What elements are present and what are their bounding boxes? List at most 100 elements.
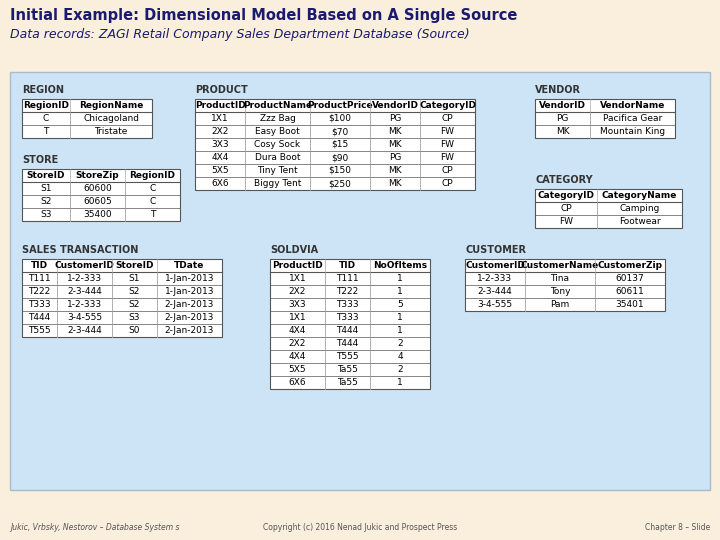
Text: T: T [43, 127, 49, 136]
Text: SALES TRANSACTION: SALES TRANSACTION [22, 245, 138, 255]
Text: 1-Jan-2013: 1-Jan-2013 [165, 287, 215, 296]
Text: 6X6: 6X6 [211, 179, 229, 188]
Text: S1: S1 [40, 184, 52, 193]
Text: $90: $90 [331, 153, 348, 162]
Bar [535, 99, 675, 138]
Text: MK: MK [388, 179, 402, 188]
Text: ProductName: ProductName [243, 101, 312, 110]
Text: RegionID: RegionID [23, 101, 69, 110]
Text: 1: 1 [397, 313, 403, 322]
Text: 2-Jan-2013: 2-Jan-2013 [165, 313, 214, 322]
Text: VendorName: VendorName [600, 101, 665, 110]
Text: $70: $70 [331, 127, 348, 136]
Text: Biggy Tent: Biggy Tent [254, 179, 301, 188]
Text: FW: FW [441, 153, 454, 162]
Text: Pacifica Gear: Pacifica Gear [603, 114, 662, 123]
Text: T222: T222 [28, 287, 50, 296]
Text: FW: FW [559, 217, 573, 226]
Text: 2-Jan-2013: 2-Jan-2013 [165, 326, 214, 335]
Text: 5: 5 [397, 300, 403, 309]
Text: 3-4-555: 3-4-555 [67, 313, 102, 322]
Text: 1-2-333: 1-2-333 [477, 274, 513, 283]
Text: $15: $15 [331, 140, 348, 149]
Text: 2: 2 [397, 339, 402, 348]
Text: 2-3-444: 2-3-444 [67, 287, 102, 296]
Text: MK: MK [388, 166, 402, 175]
Bar [10, 72, 710, 490]
Text: MK: MK [556, 127, 570, 136]
Text: S2: S2 [129, 300, 140, 309]
Text: 2X2: 2X2 [289, 287, 306, 296]
Text: REGION: REGION [22, 85, 64, 95]
Text: T555: T555 [28, 326, 51, 335]
Text: RegionID: RegionID [130, 171, 176, 180]
Text: Ta55: Ta55 [337, 378, 358, 387]
Text: 4X4: 4X4 [289, 352, 306, 361]
Text: T: T [150, 210, 156, 219]
Bar [22, 169, 180, 221]
Text: StoreID: StoreID [27, 171, 66, 180]
Text: CustomerID: CustomerID [55, 261, 114, 270]
Text: TDate: TDate [174, 261, 204, 270]
Text: 2-3-444: 2-3-444 [477, 287, 513, 296]
Text: 60137: 60137 [616, 274, 644, 283]
Text: CustomerID: CustomerID [465, 261, 525, 270]
Text: Pam: Pam [550, 300, 570, 309]
Text: 3X3: 3X3 [211, 140, 229, 149]
Text: CATEGORY: CATEGORY [535, 175, 593, 185]
Text: PG: PG [389, 153, 401, 162]
Text: CategoryID: CategoryID [538, 191, 595, 200]
Bar [270, 259, 430, 389]
Text: S3: S3 [129, 313, 140, 322]
Text: T555: T555 [336, 352, 359, 361]
Text: FW: FW [441, 127, 454, 136]
Text: 1X1: 1X1 [211, 114, 229, 123]
Text: 1-2-333: 1-2-333 [67, 274, 102, 283]
Text: CategoryID: CategoryID [419, 101, 476, 110]
Text: Tiny Tent: Tiny Tent [257, 166, 298, 175]
Text: 60600: 60600 [83, 184, 112, 193]
Text: 6X6: 6X6 [289, 378, 306, 387]
Text: NoOfItems: NoOfItems [373, 261, 427, 270]
Bar [22, 259, 222, 337]
Text: ProductID: ProductID [194, 101, 246, 110]
Text: 2X2: 2X2 [289, 339, 306, 348]
Text: 1: 1 [397, 287, 403, 296]
Text: Chapter 8 – Slide: Chapter 8 – Slide [644, 523, 710, 532]
Text: 35400: 35400 [84, 210, 112, 219]
Text: 1: 1 [397, 326, 403, 335]
Text: S2: S2 [129, 287, 140, 296]
Text: StoreID: StoreID [115, 261, 154, 270]
Text: 2-3-444: 2-3-444 [67, 326, 102, 335]
Text: C: C [149, 184, 156, 193]
Text: StoreZip: StoreZip [76, 171, 120, 180]
Text: 3X3: 3X3 [289, 300, 306, 309]
Text: Chicagoland: Chicagoland [83, 114, 139, 123]
Text: T222: T222 [336, 287, 359, 296]
Text: PRODUCT: PRODUCT [195, 85, 248, 95]
Text: Dura Boot: Dura Boot [255, 153, 300, 162]
Text: 3-4-555: 3-4-555 [477, 300, 513, 309]
Text: VendorID: VendorID [372, 101, 418, 110]
Text: 5X5: 5X5 [211, 166, 229, 175]
Text: $250: $250 [328, 179, 351, 188]
Text: Tony: Tony [550, 287, 570, 296]
Text: Footwear: Footwear [618, 217, 660, 226]
Text: Jukic, Vrbsky, Nestorov – Database System s: Jukic, Vrbsky, Nestorov – Database Syste… [10, 523, 179, 532]
Text: MK: MK [388, 140, 402, 149]
Bar [22, 99, 152, 138]
Text: CP: CP [560, 204, 572, 213]
Text: Zzz Bag: Zzz Bag [260, 114, 295, 123]
Text: CP: CP [441, 114, 454, 123]
Text: CategoryName: CategoryName [602, 191, 678, 200]
Text: T333: T333 [336, 300, 359, 309]
Text: 4X4: 4X4 [211, 153, 229, 162]
Text: VENDOR: VENDOR [535, 85, 581, 95]
Text: Mountain King: Mountain King [600, 127, 665, 136]
Text: S2: S2 [40, 197, 52, 206]
Text: T444: T444 [336, 326, 359, 335]
Text: 1-Jan-2013: 1-Jan-2013 [165, 274, 215, 283]
Text: T333: T333 [336, 313, 359, 322]
Text: T111: T111 [336, 274, 359, 283]
Bar [465, 259, 665, 311]
